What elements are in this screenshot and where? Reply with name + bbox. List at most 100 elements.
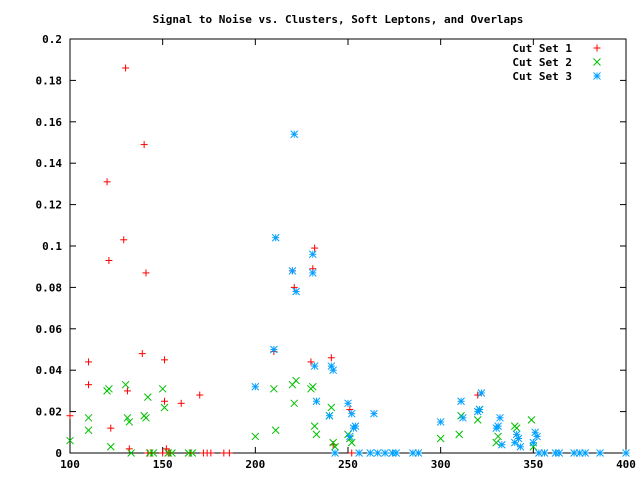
data-point <box>158 384 167 393</box>
data-point <box>535 449 543 457</box>
data-point <box>138 350 146 358</box>
data-point <box>331 449 339 457</box>
data-point <box>622 449 630 457</box>
data-point <box>123 387 131 395</box>
data-point <box>105 384 113 393</box>
data-point <box>581 449 590 457</box>
y-tick-label: 0.06 <box>36 323 63 336</box>
y-tick-label: 0.18 <box>36 74 63 87</box>
data-point <box>292 287 300 296</box>
data-point <box>84 413 93 422</box>
y-tick-label: 0.16 <box>36 116 63 129</box>
legend-label: Cut Set 1 <box>512 42 572 55</box>
data-point <box>308 382 317 391</box>
data-point <box>66 436 74 445</box>
data-point <box>325 411 334 420</box>
y-tick-label: 0.04 <box>36 364 63 377</box>
data-point <box>370 409 378 418</box>
data-point <box>160 403 169 412</box>
data-point <box>142 413 150 422</box>
chart-title: Signal to Noise vs. Clusters, Soft Lepto… <box>153 13 524 26</box>
data-point <box>85 358 93 366</box>
data-point <box>510 438 519 447</box>
data-point <box>347 438 356 447</box>
data-point <box>477 389 486 397</box>
data-point <box>533 432 541 441</box>
data-point <box>307 358 315 366</box>
data-point <box>125 418 134 426</box>
x-tick-label: 350 <box>523 458 543 471</box>
y-tick-label: 0 <box>55 447 62 460</box>
data-point <box>310 362 319 370</box>
x-tick-label: 100 <box>60 458 80 471</box>
data-point <box>161 397 169 405</box>
data-point <box>555 449 564 457</box>
data-point <box>251 382 260 391</box>
data-point <box>106 442 115 451</box>
data-point <box>497 440 506 449</box>
data-point <box>473 416 482 424</box>
data-point <box>105 256 113 264</box>
data-point <box>120 236 128 244</box>
legend-label: Cut Set 2 <box>512 56 572 69</box>
data-point <box>457 397 465 406</box>
data-point <box>145 449 154 457</box>
data-points <box>66 64 630 457</box>
data-point <box>329 438 338 447</box>
y-tick-label: 0.14 <box>36 157 63 170</box>
data-point <box>310 422 319 430</box>
plot-frame <box>69 38 627 454</box>
data-point <box>207 449 215 457</box>
data-point <box>143 393 152 401</box>
x-tick-label: 400 <box>616 458 636 471</box>
data-point <box>127 449 136 457</box>
data-point <box>149 449 158 457</box>
x-tick-label: 150 <box>153 458 173 471</box>
data-point <box>436 434 445 443</box>
data-point <box>121 380 130 389</box>
data-point <box>329 366 338 375</box>
data-point <box>308 250 317 259</box>
data-point <box>327 354 335 362</box>
data-point <box>184 449 193 457</box>
data-point <box>414 449 423 457</box>
data-point <box>344 399 352 408</box>
data-point <box>529 438 538 447</box>
data-point <box>494 432 502 441</box>
data-point <box>351 422 360 430</box>
x-tick-label: 200 <box>245 458 265 471</box>
data-point <box>103 178 111 186</box>
data-point <box>459 413 467 422</box>
legend-marker <box>593 44 601 52</box>
data-point <box>540 449 549 457</box>
x-axis: 100 150 200 250 300 350 400 <box>60 39 636 471</box>
y-tick-label: 0.02 <box>36 406 63 419</box>
data-point <box>392 449 401 457</box>
data-point <box>188 449 197 457</box>
data-point <box>196 391 204 399</box>
data-point <box>366 449 375 457</box>
data-point <box>496 413 504 422</box>
data-point <box>168 449 176 457</box>
data-point <box>327 403 336 412</box>
data-point <box>84 426 93 435</box>
data-point <box>66 412 74 420</box>
y-tick-label: 0.08 <box>36 281 63 294</box>
data-point <box>381 449 389 457</box>
data-point <box>292 376 300 385</box>
data-point <box>177 399 185 407</box>
x-tick-label: 300 <box>431 458 451 471</box>
data-point <box>290 399 299 408</box>
data-point <box>345 432 354 441</box>
data-point <box>475 405 484 414</box>
data-point <box>142 269 150 277</box>
legend-label: Cut Set 3 <box>512 70 572 83</box>
legend-marker <box>593 72 601 80</box>
data-point <box>551 449 560 457</box>
data-point <box>251 432 260 441</box>
data-point <box>514 434 523 443</box>
series-3 <box>251 130 630 457</box>
y-tick-label: 0.2 <box>42 33 62 46</box>
